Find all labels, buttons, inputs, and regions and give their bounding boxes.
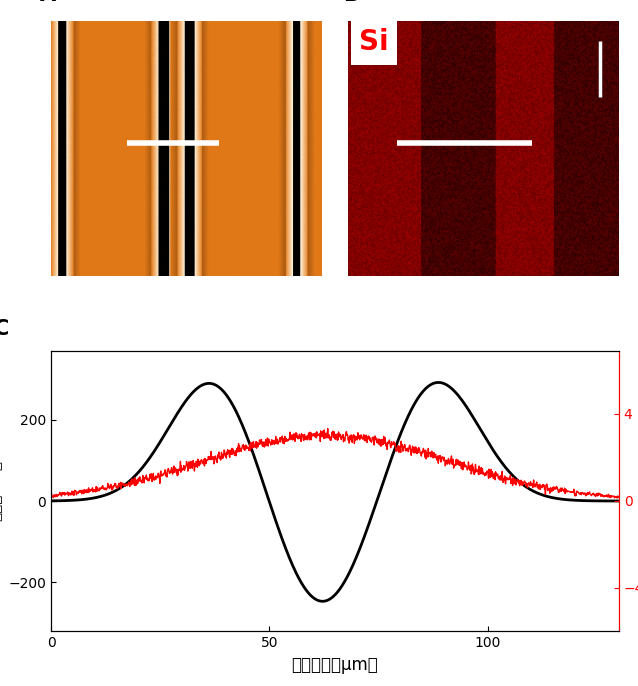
Text: A: A <box>40 0 56 5</box>
Text: B: B <box>343 0 359 5</box>
Y-axis label: 高度（nm）: 高度（nm） <box>0 460 3 521</box>
Text: Si: Si <box>359 28 389 56</box>
X-axis label: 横向距离（μm）: 横向距离（μm） <box>292 656 378 674</box>
Text: C: C <box>0 320 10 340</box>
